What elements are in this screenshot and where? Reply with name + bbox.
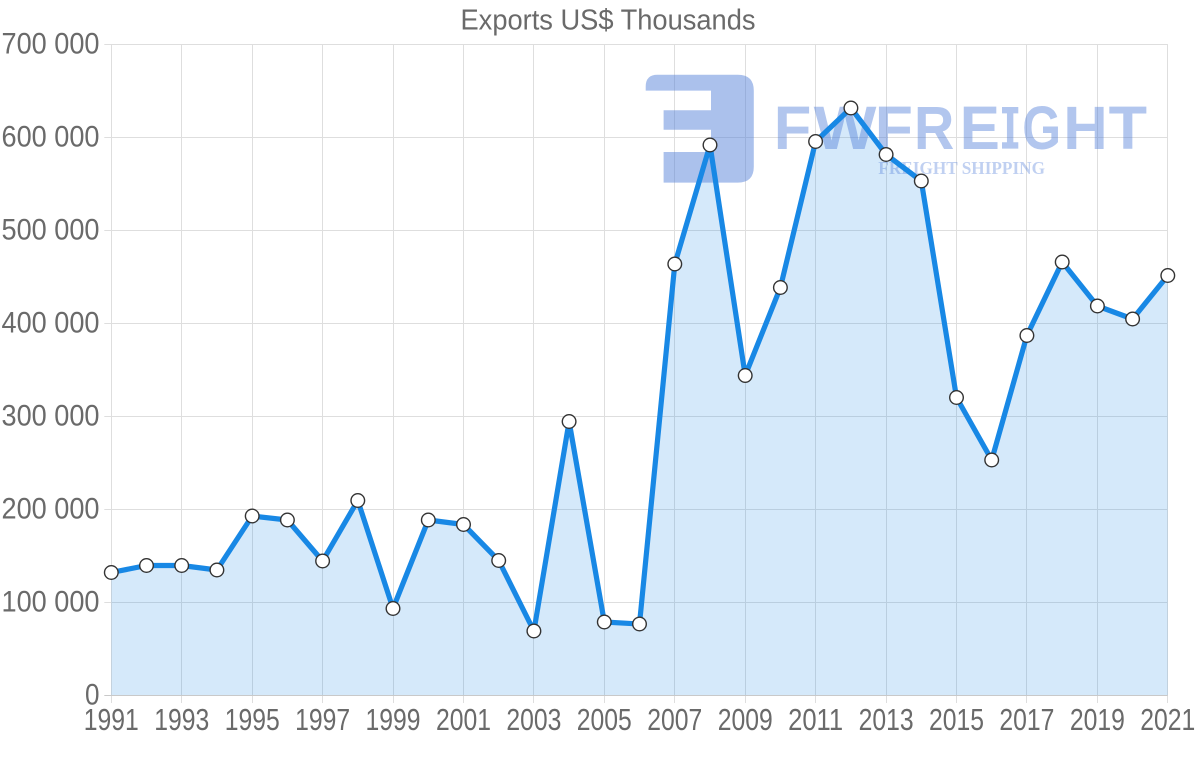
svg-text:2005: 2005 <box>577 704 632 737</box>
svg-text:300 000: 300 000 <box>2 400 100 433</box>
svg-text:1993: 1993 <box>154 704 209 737</box>
svg-text:T: T <box>1109 94 1147 163</box>
svg-text:G: G <box>1022 94 1061 163</box>
svg-text:1997: 1997 <box>295 704 350 737</box>
svg-text:700 000: 700 000 <box>2 28 100 61</box>
svg-text:2009: 2009 <box>718 704 773 737</box>
svg-text:H: H <box>1063 94 1108 163</box>
svg-text:2011: 2011 <box>788 704 843 737</box>
svg-text:200 000: 200 000 <box>2 493 100 526</box>
svg-text:FREIGHT SHIPPING: FREIGHT SHIPPING <box>878 158 1045 178</box>
svg-text:500 000: 500 000 <box>2 214 100 247</box>
svg-text:2007: 2007 <box>647 704 702 737</box>
svg-text:1999: 1999 <box>366 704 421 737</box>
svg-text:E: E <box>960 94 1000 163</box>
svg-text:2013: 2013 <box>859 704 914 737</box>
svg-text:2015: 2015 <box>929 704 984 737</box>
svg-text:400 000: 400 000 <box>2 307 100 340</box>
svg-text:R: R <box>914 94 954 163</box>
svg-text:2017: 2017 <box>999 704 1054 737</box>
svg-text:2001: 2001 <box>436 704 491 737</box>
svg-text:600 000: 600 000 <box>2 121 100 154</box>
svg-text:Exports US$ Thousands: Exports US$ Thousands <box>461 5 756 37</box>
svg-text:F: F <box>774 94 812 163</box>
svg-text:0: 0 <box>85 679 100 712</box>
svg-text:1995: 1995 <box>225 704 280 737</box>
svg-text:2019: 2019 <box>1070 704 1125 737</box>
svg-text:100 000: 100 000 <box>2 586 100 619</box>
svg-text:1991: 1991 <box>84 704 139 737</box>
svg-text:2003: 2003 <box>506 704 561 737</box>
svg-text:2021: 2021 <box>1140 704 1195 737</box>
